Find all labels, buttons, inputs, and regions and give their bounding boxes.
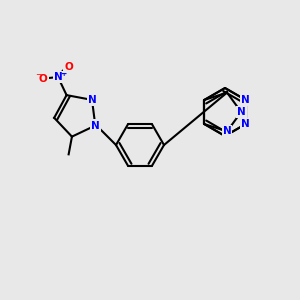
Text: N: N [242,119,250,129]
Text: N: N [54,72,62,82]
Text: N: N [242,95,250,105]
Text: O: O [64,61,73,71]
Text: O: O [39,74,48,83]
Text: N: N [237,107,245,117]
Text: −: − [35,70,41,79]
Text: +: + [60,69,66,78]
Text: N: N [91,121,100,130]
Text: N: N [88,95,96,105]
Text: N: N [223,126,231,136]
